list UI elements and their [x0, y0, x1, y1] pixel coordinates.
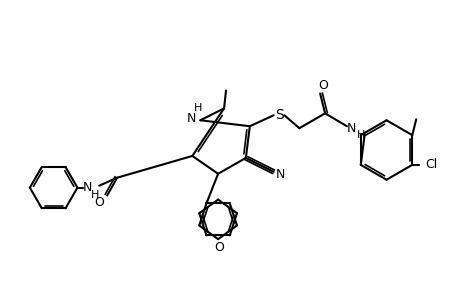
Text: H: H [356, 130, 364, 140]
Text: N: N [186, 112, 196, 125]
Text: Cl: Cl [424, 158, 436, 171]
Text: H: H [194, 103, 202, 113]
Text: N: N [83, 181, 92, 194]
Text: O: O [94, 196, 104, 209]
Text: N: N [347, 122, 356, 135]
Text: O: O [214, 241, 224, 254]
Text: N: N [275, 168, 285, 181]
Text: H: H [91, 190, 99, 200]
Text: S: S [274, 108, 283, 122]
Text: O: O [318, 79, 327, 92]
